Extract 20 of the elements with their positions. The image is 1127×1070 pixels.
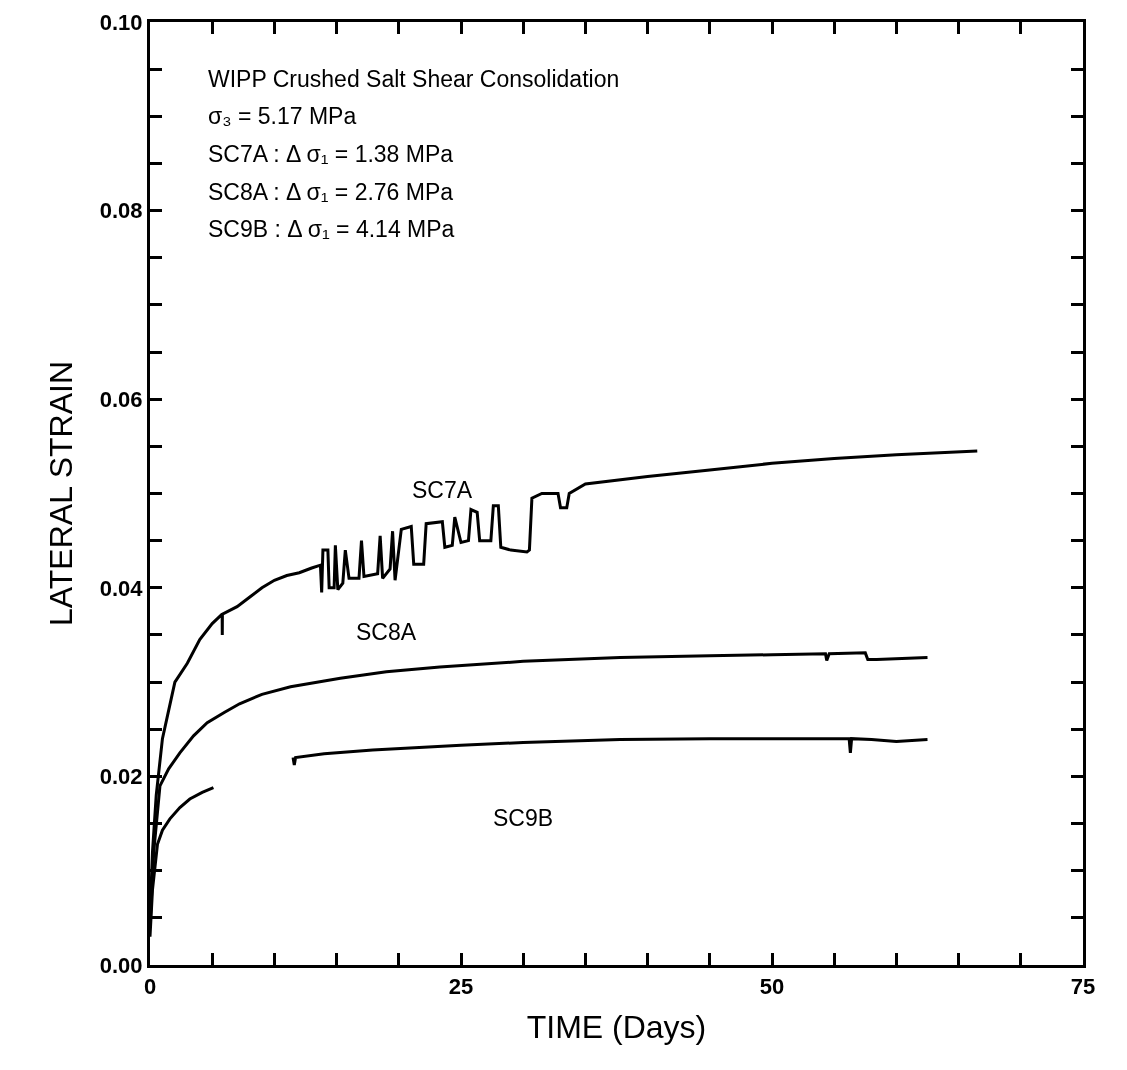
y-axis-title: LATERAL STRAIN xyxy=(43,361,80,626)
x-axis-title: TIME (Days) xyxy=(526,1009,707,1046)
annotation: SC7A : Δ σ₁ = 1.38 MPa xyxy=(208,141,454,167)
y-tick-label: 0.02 xyxy=(99,764,143,790)
series-label: SC8A xyxy=(356,619,417,645)
annotation: SC8A : Δ σ₁ = 2.76 MPa xyxy=(208,179,454,205)
y-tick-label: 0.08 xyxy=(99,198,143,224)
x-tick-label: 25 xyxy=(448,974,474,1000)
x-tick-label: 50 xyxy=(759,974,785,1000)
x-tick-label: 0 xyxy=(143,974,157,1000)
annotation: SC9B : Δ σ₁ = 4.14 MPa xyxy=(208,216,455,242)
y-tick-label: 0.10 xyxy=(99,9,143,35)
x-tick-label: 75 xyxy=(1070,974,1096,1000)
annotation: WIPP Crushed Salt Shear Consolidation xyxy=(208,66,620,92)
text: SC9B xyxy=(493,805,554,831)
y-tick-label: 0.04 xyxy=(99,575,144,601)
y-tick-label: 0.06 xyxy=(99,386,143,412)
y-tick-label: 0.00 xyxy=(99,952,143,978)
annotation: σ₃ = 5.17 MPa xyxy=(208,103,357,129)
series-label: SC7A xyxy=(412,477,473,503)
